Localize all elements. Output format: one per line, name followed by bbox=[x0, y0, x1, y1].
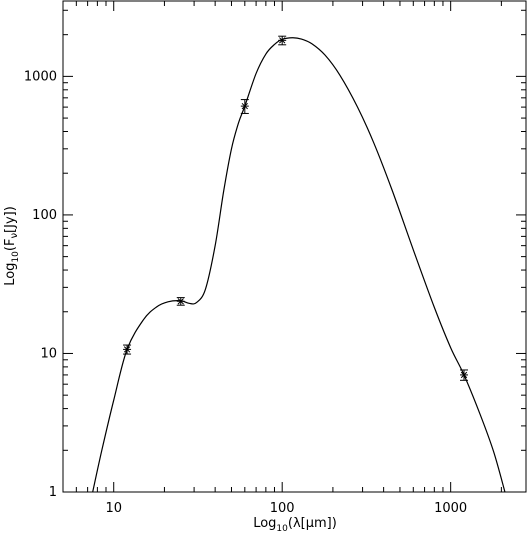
data-point bbox=[123, 344, 132, 355]
x-axis-title: Log10(λ[μm]) bbox=[253, 516, 337, 534]
y-tick-label: 1 bbox=[49, 485, 57, 500]
asterisk-stroke bbox=[241, 102, 248, 110]
asterisk-stroke bbox=[460, 371, 468, 379]
model-curve-layer bbox=[92, 37, 506, 493]
data-point bbox=[460, 369, 469, 381]
x-tick-label: 100 bbox=[270, 501, 295, 516]
asterisk-stroke bbox=[123, 346, 131, 353]
model-curve bbox=[92, 37, 506, 493]
y-tick-label: 1000 bbox=[24, 69, 57, 84]
y-tick-label: 10 bbox=[40, 346, 57, 361]
axis-tick-labels: 10 100 1000 1 10 100 1000 bbox=[24, 69, 467, 516]
data-point bbox=[176, 297, 185, 306]
y-tick-label: 100 bbox=[32, 208, 57, 223]
plot-area-border bbox=[62, 0, 527, 493]
x-tick-label: 10 bbox=[105, 501, 122, 516]
plot-frame bbox=[62, 0, 527, 493]
data-points-layer bbox=[123, 35, 469, 381]
x-tick-label: 1000 bbox=[434, 501, 467, 516]
data-point bbox=[240, 99, 249, 114]
y-axis-title: Log10(Fν[Jy]) bbox=[3, 206, 21, 286]
asterisk-stroke bbox=[177, 298, 184, 305]
asterisk-stroke bbox=[279, 37, 286, 44]
data-point bbox=[278, 35, 287, 46]
axis-ticks bbox=[62, 1, 526, 493]
